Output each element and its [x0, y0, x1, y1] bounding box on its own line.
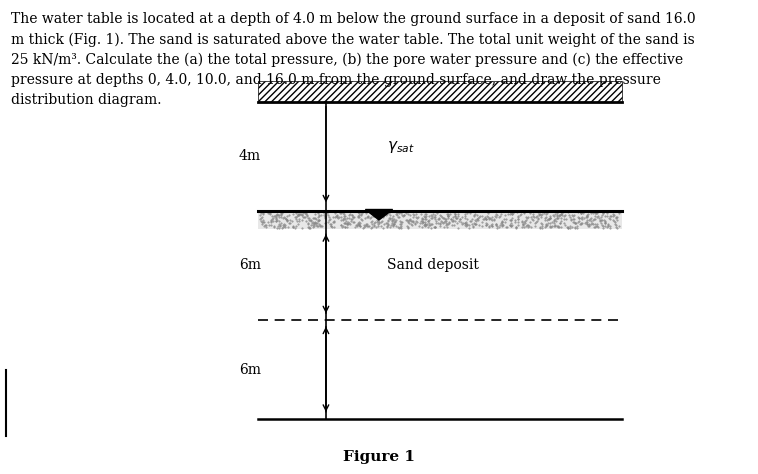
Text: Sand deposit: Sand deposit	[387, 258, 478, 273]
Text: $\gamma_{sat}$: $\gamma_{sat}$	[387, 139, 414, 155]
Text: 4m: 4m	[239, 149, 261, 164]
Text: Figure 1: Figure 1	[343, 449, 415, 464]
Polygon shape	[365, 210, 393, 220]
Bar	[258, 211, 622, 229]
Text: The water table is located at a depth of 4.0 m below the ground surface in a dep: The water table is located at a depth of…	[11, 12, 696, 107]
Text: 6m: 6m	[239, 258, 261, 273]
Bar	[258, 81, 622, 102]
Text: 6m: 6m	[239, 363, 261, 377]
